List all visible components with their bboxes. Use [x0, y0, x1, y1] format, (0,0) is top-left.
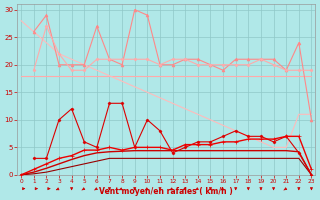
- X-axis label: Vent moyen/en rafales ( km/h ): Vent moyen/en rafales ( km/h ): [100, 187, 233, 196]
